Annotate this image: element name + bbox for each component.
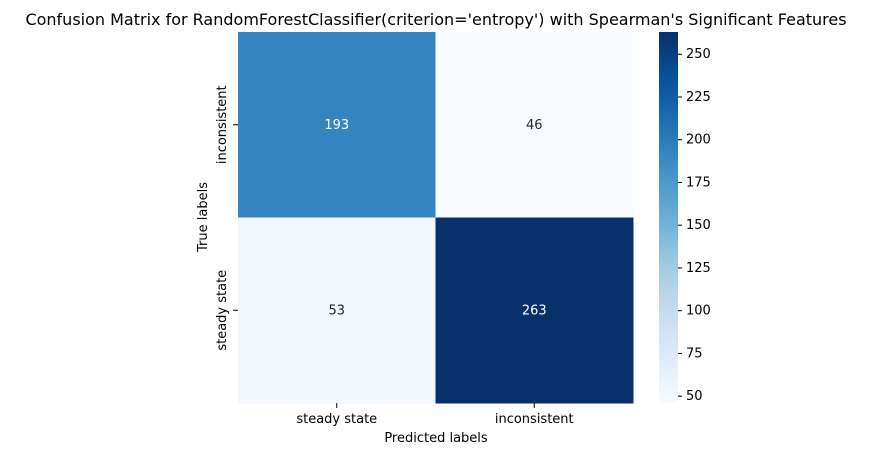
y-tick-label: steady state (215, 270, 230, 351)
chart-title: Confusion Matrix for RandomForestClassif… (25, 10, 846, 29)
heatmap-cells: 193 46 53 263 (238, 32, 634, 404)
x-axis: steady state inconsistent (296, 403, 574, 427)
colorbar-tick-label: 225 (686, 90, 711, 105)
y-axis: inconsistent steady state (215, 85, 238, 351)
x-axis-label: Predicted labels (384, 431, 488, 446)
colorbar (659, 32, 678, 403)
colorbar-tick-label: 150 (686, 218, 711, 233)
y-axis-label: True labels (196, 182, 211, 253)
x-tick-label: inconsistent (495, 412, 574, 427)
cell-value-label: 53 (328, 303, 345, 318)
colorbar-tick-label: 250 (686, 47, 711, 62)
colorbar-tick-label: 50 (686, 389, 703, 404)
colorbar-tick-label: 100 (686, 304, 711, 319)
cell-value-label: 46 (526, 118, 543, 133)
colorbar-tick-label: 200 (686, 133, 711, 148)
x-tick-label: steady state (296, 412, 377, 427)
y-tick-label: inconsistent (215, 85, 230, 164)
colorbar-tick-label: 175 (686, 175, 711, 190)
heatmap-cell (435, 32, 634, 218)
heatmap-cell (238, 217, 436, 404)
cell-value-label: 193 (324, 118, 349, 133)
colorbar-axis: 50 75 100 125 150 175 200 225 250 (678, 47, 711, 404)
colorbar-tick-label: 75 (686, 346, 703, 361)
colorbar-tick-label: 125 (686, 261, 711, 276)
heatmap-cell (238, 32, 436, 218)
heatmap-cell (435, 217, 634, 404)
cell-value-label: 263 (522, 303, 547, 318)
